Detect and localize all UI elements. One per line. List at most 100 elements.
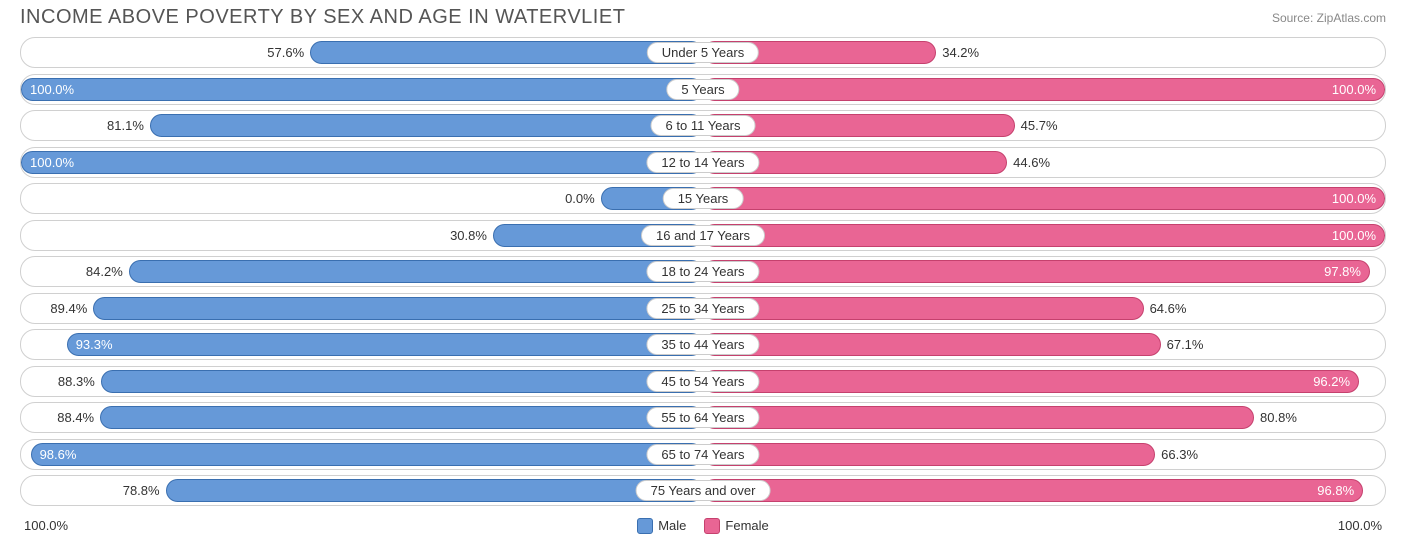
age-pill: 25 to 34 Years	[646, 298, 759, 319]
female-bar	[703, 443, 1155, 466]
male-bar	[150, 114, 703, 137]
legend-female: Female	[704, 518, 768, 534]
chart-row: 57.6%34.2%Under 5 Years	[20, 37, 1386, 68]
male-pct-label: 88.3%	[58, 374, 95, 389]
axis-left-label: 100.0%	[24, 518, 68, 533]
male-pct-label: 98.6%	[40, 447, 77, 462]
age-pill: 65 to 74 Years	[646, 444, 759, 465]
female-pct-label: 100.0%	[1332, 191, 1376, 206]
female-swatch-icon	[704, 518, 720, 534]
age-pill: 75 Years and over	[636, 480, 771, 501]
male-swatch-icon	[637, 518, 653, 534]
female-half: 97.8%	[703, 257, 1385, 286]
female-pct-label: 66.3%	[1161, 447, 1198, 462]
axis-right-label: 100.0%	[1338, 518, 1382, 533]
male-half: 81.1%	[21, 111, 703, 140]
female-pct-label: 44.6%	[1013, 155, 1050, 170]
male-bar: 100.0%	[21, 78, 703, 101]
chart-row: 81.1% 45.7% 6 to 11 Years	[20, 110, 1386, 141]
legend-male-label: Male	[658, 518, 686, 533]
male-bar	[129, 260, 703, 283]
male-pct-label: 88.4%	[57, 410, 94, 425]
age-pill: 35 to 44 Years	[646, 334, 759, 355]
age-pill: 45 to 54 Years	[646, 371, 759, 392]
legend-female-label: Female	[725, 518, 768, 533]
female-half: 44.6%	[703, 148, 1385, 177]
female-half: 45.7%	[703, 111, 1385, 140]
male-bar	[100, 406, 703, 429]
age-pill: 55 to 64 Years	[646, 407, 759, 428]
chart-title: INCOME ABOVE POVERTY BY SEX AND AGE IN W…	[20, 6, 625, 29]
male-bar	[166, 479, 703, 502]
female-pct-label: 34.2%	[942, 45, 979, 60]
male-half: 100.0%	[21, 148, 703, 177]
age-pill: 18 to 24 Years	[646, 261, 759, 282]
male-bar: 98.6%	[31, 443, 703, 466]
female-pct-label: 97.8%	[1324, 264, 1361, 279]
female-bar: 96.8%	[703, 479, 1363, 502]
male-half: 0.0%	[21, 184, 703, 213]
age-pill: 16 and 17 Years	[641, 225, 765, 246]
female-pct-label: 100.0%	[1332, 228, 1376, 243]
female-pct-label: 64.6%	[1150, 301, 1187, 316]
female-pct-label: 45.7%	[1021, 118, 1058, 133]
chart-header: INCOME ABOVE POVERTY BY SEX AND AGE IN W…	[0, 0, 1406, 33]
chart-footer: 100.0% Male Female 100.0%	[0, 516, 1406, 534]
chart-row: 78.8% 96.8%75 Years and over	[20, 475, 1386, 506]
age-pill: 12 to 14 Years	[646, 152, 759, 173]
chart-source: Source: ZipAtlas.com	[1272, 11, 1386, 25]
male-pct-label: 57.6%	[267, 45, 304, 60]
female-bar: 100.0%	[703, 78, 1385, 101]
male-pct-label: 89.4%	[50, 301, 87, 316]
chart-row: 100.0% 44.6% 12 to 14 Years	[20, 147, 1386, 178]
chart-row: 89.4% 64.6% 25 to 34 Years	[20, 293, 1386, 324]
male-pct-label: 100.0%	[30, 82, 74, 97]
female-bar	[703, 333, 1161, 356]
male-half: 93.3%	[21, 330, 703, 359]
female-half: 34.2%	[703, 38, 1385, 67]
chart-row: 98.6% 66.3% 65 to 74 Years	[20, 439, 1386, 470]
female-bar	[703, 297, 1144, 320]
male-half: 84.2%	[21, 257, 703, 286]
female-bar: 100.0%	[703, 187, 1385, 210]
female-half: 66.3%	[703, 440, 1385, 469]
male-bar	[101, 370, 703, 393]
female-pct-label: 80.8%	[1260, 410, 1297, 425]
male-pct-label: 84.2%	[86, 264, 123, 279]
male-bar	[93, 297, 703, 320]
chart-area: 57.6%34.2%Under 5 Years100.0%100.0%5 Yea…	[0, 33, 1406, 516]
male-pct-label: 93.3%	[76, 337, 113, 352]
age-pill: 6 to 11 Years	[651, 115, 756, 136]
chart-row: 88.3% 96.2% 45 to 54 Years	[20, 366, 1386, 397]
chart-row: 30.8% 100.0% 16 and 17 Years	[20, 220, 1386, 251]
female-half: 96.8%	[703, 476, 1385, 505]
male-half: 88.3%	[21, 367, 703, 396]
chart-row: 88.4% 80.8% 55 to 64 Years	[20, 402, 1386, 433]
age-pill: 15 Years	[663, 188, 744, 209]
male-pct-label: 81.1%	[107, 118, 144, 133]
female-bar: 97.8%	[703, 260, 1370, 283]
male-half: 98.6%	[21, 440, 703, 469]
female-pct-label: 67.1%	[1167, 337, 1204, 352]
male-half: 78.8%	[21, 476, 703, 505]
male-bar: 93.3%	[67, 333, 703, 356]
female-pct-label: 96.2%	[1313, 374, 1350, 389]
chart-row: 93.3% 67.1% 35 to 44 Years	[20, 329, 1386, 360]
female-half: 67.1%	[703, 330, 1385, 359]
female-bar	[703, 406, 1254, 429]
legend: Male Female	[637, 518, 769, 534]
male-half: 30.8%	[21, 221, 703, 250]
female-half: 100.0%	[703, 75, 1385, 104]
male-half: 88.4%	[21, 403, 703, 432]
female-half: 96.2%	[703, 367, 1385, 396]
male-pct-label: 78.8%	[123, 483, 160, 498]
legend-male: Male	[637, 518, 686, 534]
female-half: 80.8%	[703, 403, 1385, 432]
female-bar: 100.0%	[703, 224, 1385, 247]
male-bar: 100.0%	[21, 151, 703, 174]
age-pill: 5 Years	[666, 79, 739, 100]
female-half: 100.0%	[703, 184, 1385, 213]
chart-row: 0.0% 100.0% 15 Years	[20, 183, 1386, 214]
chart-row: 100.0%100.0%5 Years	[20, 74, 1386, 105]
male-half: 89.4%	[21, 294, 703, 323]
